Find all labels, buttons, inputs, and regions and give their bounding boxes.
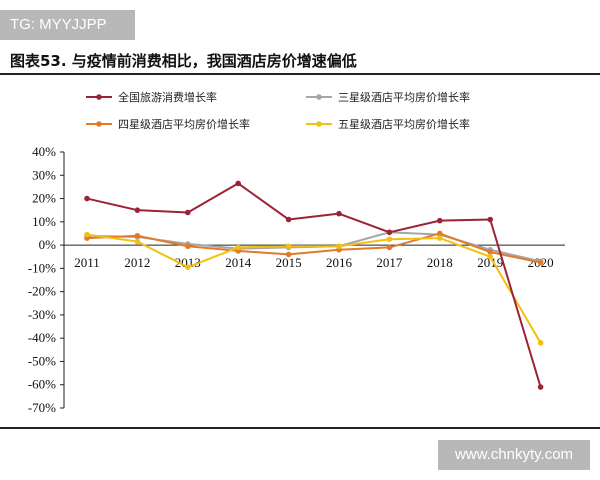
legend-label-2: 三星级酒店平均房价增长率 [338,90,470,104]
axes: 40% 30% 20% 10% 0% -10% -20% -30% -40% -50% -60% -7… [28,144,565,415]
legend-label-3: 四星级酒店平均房价增长率 [118,117,250,131]
x-category-label: 2017 [376,255,403,270]
y-tick-label: -30% [28,307,56,322]
y-tick-label: -20% [28,284,56,299]
series-3-point [386,244,393,251]
legend-marker-1 [96,94,102,100]
x-category-label: 2016 [326,255,353,270]
legend-marker-3 [96,121,102,127]
series-4-point [386,236,393,243]
y-tick-label: -60% [28,377,56,392]
y-tick-label: -10% [28,260,56,275]
series-3-point [134,232,141,239]
series-1-point [336,210,342,217]
series-layer [84,180,544,390]
x-category-label: 2011 [74,255,100,270]
title-rule [0,73,600,75]
series-4-point [437,235,443,241]
series-4-point [487,253,494,260]
series-3-point [437,230,443,237]
series-3-point [537,259,544,266]
y-tick-label: 10% [32,214,56,229]
series-4-point [185,264,191,271]
x-category-label: 2013 [175,255,201,270]
y-tick-label: -70% [28,400,56,415]
watermark-bottom-right: www.chnkyty.com [438,440,590,470]
series-1-point [437,217,443,224]
figure-title: 图表53. 与疫情前消费相比，我国酒店房价增速偏低 [10,52,357,70]
series-1-point [235,180,241,187]
series-4-point [84,231,90,238]
series-3-point [285,251,292,258]
series-4-point [134,238,141,245]
series-1-point [134,207,141,213]
series-1-point [285,216,292,223]
x-category-label: 2014 [225,255,252,270]
series-4-point [285,243,292,250]
watermark-top-left: TG: MYYJJPP [0,10,135,40]
series-1-point [386,229,393,236]
legend-marker-2 [316,94,322,100]
y-tick-label: -50% [28,353,56,368]
legend-label-4: 五星级酒店平均房价增长率 [338,117,470,131]
series-3-point [487,249,494,255]
series-1-point [185,209,191,216]
series-line-4 [86,233,542,344]
legend-marker-4 [316,121,322,127]
series-1-point [84,195,90,202]
series-line-3 [86,232,541,264]
y-tick-label: 30% [32,167,56,182]
series-4-point [336,243,342,250]
x-category-label: 2015 [276,255,302,270]
legend-label-1: 全国旅游消费增长率 [118,90,217,104]
y-tick-label: 40% [32,144,56,159]
series-4-point [235,244,241,251]
series-1-point [487,216,494,223]
series-3-point [185,243,191,250]
series-line-1 [86,182,542,388]
y-tick-label: 0% [39,237,57,252]
y-tick-label: 20% [32,191,56,206]
x-category-label: 2018 [427,255,453,270]
y-tick-label: -40% [28,330,56,345]
series-4-point [537,340,544,346]
x-category-label: 2012 [124,255,150,270]
series-1-point [537,384,544,390]
bottom-rule [0,427,600,429]
